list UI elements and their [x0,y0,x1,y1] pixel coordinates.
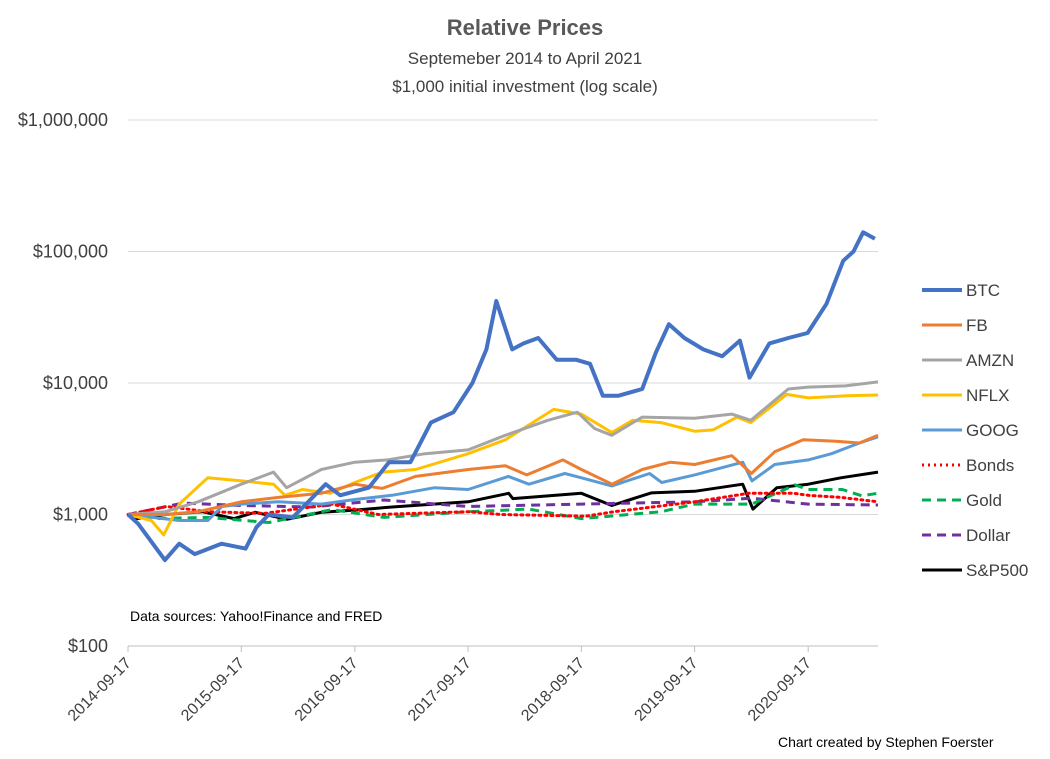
y-tick-label: $1,000 [53,505,108,525]
y-tick-label: $100,000 [33,242,108,262]
legend-label-bonds: Bonds [966,456,1014,475]
chart-subtitle-line-2: $1,000 initial investment (log scale) [392,77,658,96]
legend-label-btc: BTC [966,281,1000,300]
series-line-s-p500 [127,470,879,521]
series-line-nflx [127,392,879,537]
x-tick-label: 2020-09-17 [745,655,815,725]
legend-label-gold: Gold [966,491,1002,510]
legend: BTC FB AMZN NFLX GOOG Bonds Gold Dollar S&P500 [922,281,1028,580]
series-line-fb [128,433,879,516]
legend-label-fb: FB [966,316,988,335]
gridlines [128,119,878,647]
series-line-dollar [127,496,879,516]
series-line-gold [127,483,879,524]
x-tick-label: 2014-09-17 [65,655,135,725]
x-tick-label: 2015-09-17 [178,655,248,725]
x-tick-label: 2016-09-17 [292,655,362,725]
y-tick-label: $1,000,000 [18,110,108,130]
chart-subtitle-line-1: Septemeber 2014 to April 2021 [408,49,642,68]
series-line-goog [127,435,879,522]
source-note: Data sources: Yahoo!Finance and FRED [130,608,382,624]
legend-label-goog: GOOG [966,421,1019,440]
legend-label-nflx: NFLX [966,386,1009,405]
legend-label-amzn: AMZN [966,351,1014,370]
y-tick-label: $100 [68,636,108,656]
y-tick-label: $10,000 [43,373,108,393]
chart-title: Relative Prices [447,15,604,40]
credit-note: Chart created by Stephen Foerster [778,734,994,750]
legend-label-s-p500: S&P500 [966,561,1028,580]
x-axis: 2014-09-17 2015-09-17 2016-09-17 2017-09-17… [65,645,878,725]
x-tick-label: 2019-09-17 [632,655,702,725]
series-line-bonds [126,491,880,518]
series-lines [126,230,880,563]
legend-label-dollar: Dollar [966,526,1011,545]
series-line-btc [126,230,876,563]
x-tick-label: 2018-09-17 [518,655,588,725]
series-line-amzn [127,380,879,516]
y-axis-ticks: $100 $1,000 $10,000 $100,000 $1,000,000 [18,110,108,656]
x-tick-label: 2017-09-17 [405,655,475,725]
